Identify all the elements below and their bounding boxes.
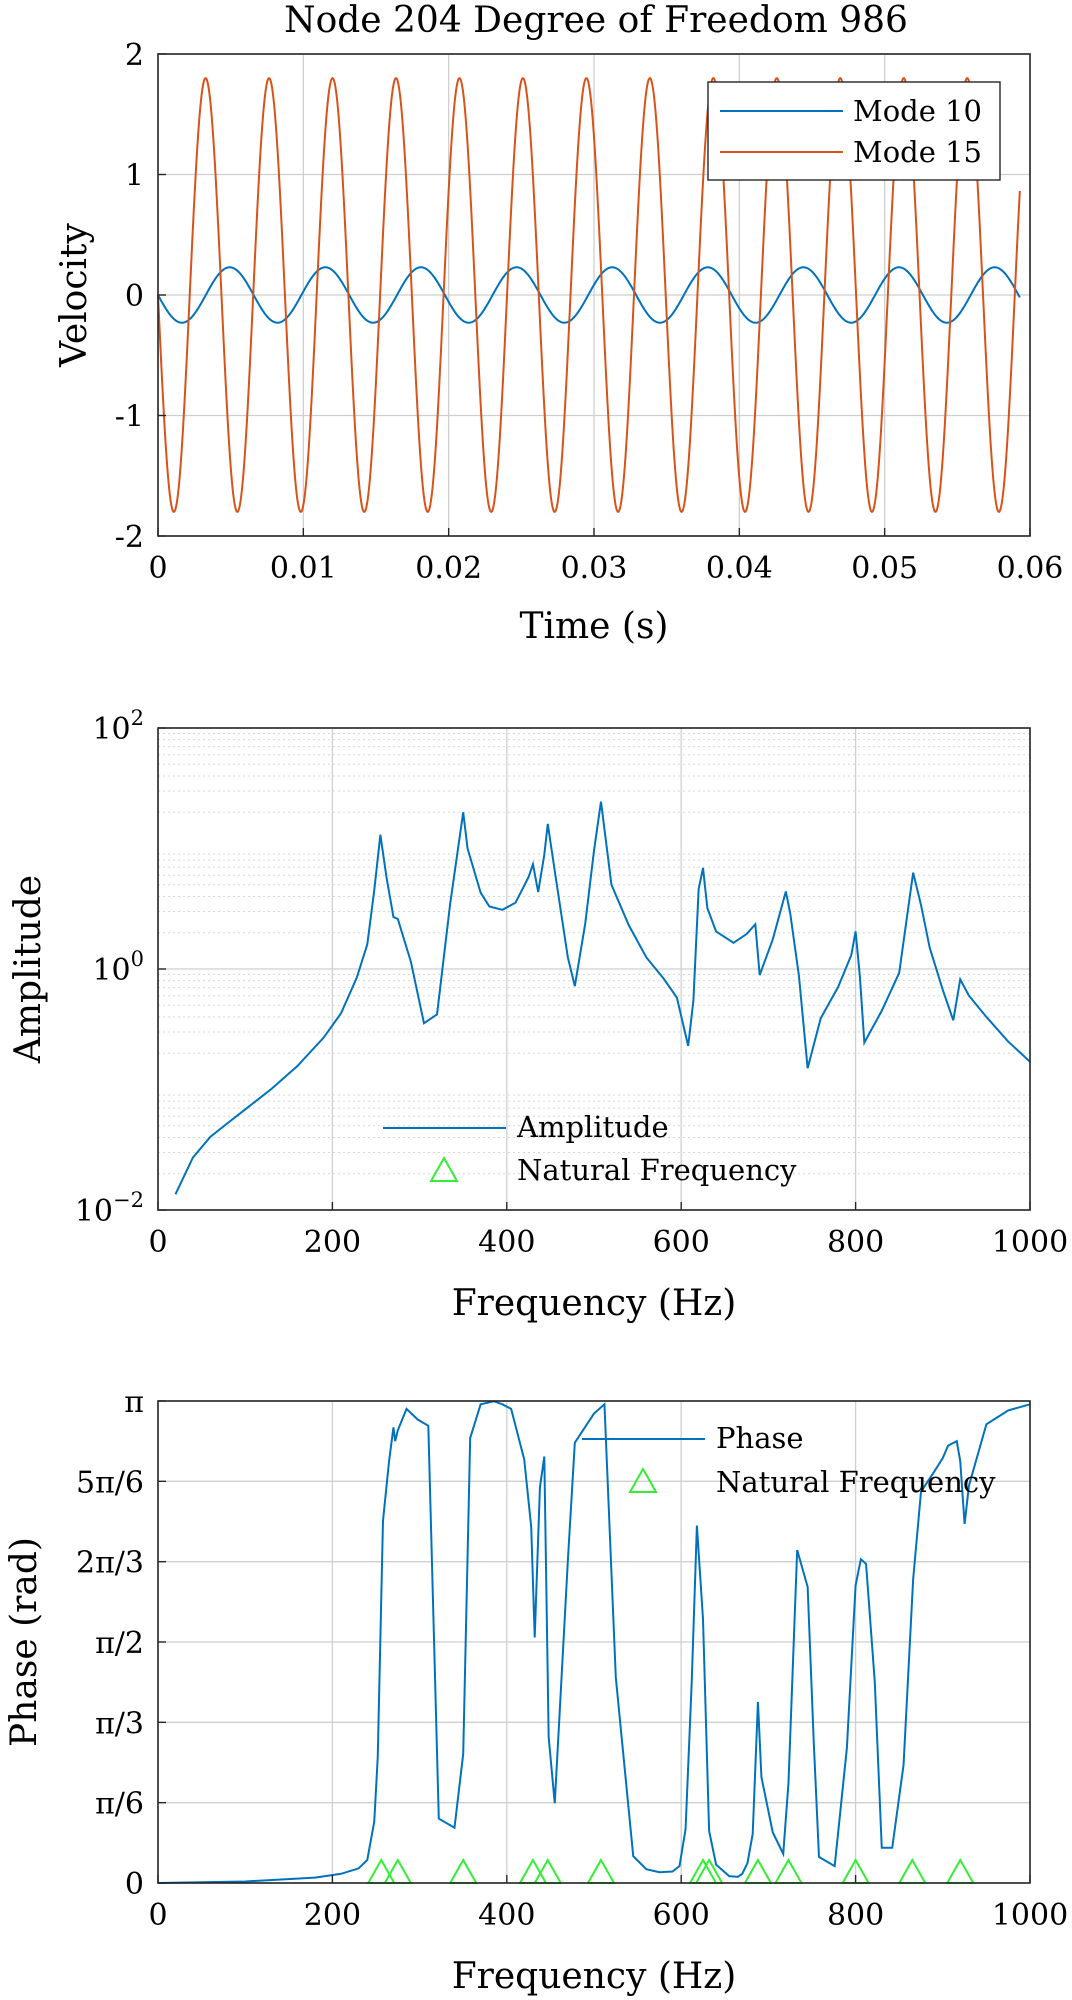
y-tick-label: 10−2 (75, 1188, 144, 1229)
series-line-phase (157, 1400, 1031, 1884)
phase-chart: 0 200 400 600 800 1000 0 π/6 π/3 π/2 2π/3 5π/6 π Fre… (4, 1385, 1068, 1997)
x-axis-label: Frequency (Hz) (452, 1956, 737, 1997)
y-tick-label: -2 (115, 520, 144, 555)
series-group (174, 801, 1031, 1195)
y-axis-label: Velocity (54, 223, 95, 368)
natural-frequency-marker (773, 1857, 804, 1884)
tick-labels: 0 0.01 0.02 0.03 0.04 0.05 0.06 -2 -1 0 1 2 (115, 38, 1064, 586)
y-tick-label: 1 (125, 159, 144, 194)
x-tick-label: 800 (827, 1898, 884, 1933)
x-tick-label: 0.05 (851, 551, 918, 586)
natural-frequency-marker (448, 1857, 478, 1884)
series-group (157, 76, 1021, 514)
chart-title: Node 204 Degree of Freedom 986 (284, 0, 908, 41)
series-line-amplitude (174, 801, 1031, 1195)
x-tick-label: 600 (653, 1225, 710, 1260)
natural-frequency-marker (897, 1857, 927, 1884)
x-tick-label: 600 (653, 1898, 710, 1933)
y-tick-label: π (124, 1385, 144, 1420)
legend-label-mode-15: Mode 15 (853, 135, 982, 169)
y-tick-label: 2π/3 (76, 1546, 144, 1581)
y-tick-label: -1 (115, 400, 144, 435)
legend-label-amplitude: Amplitude (516, 1110, 669, 1144)
y-tick-label: π/3 (95, 1706, 144, 1741)
y-tick-label: π/6 (95, 1787, 144, 1822)
natural-frequency-marker (945, 1857, 975, 1884)
tick-labels: 0 200 400 600 800 1000 10−2 100 102 (75, 706, 1068, 1260)
x-tick-label: 400 (478, 1898, 535, 1933)
natural-frequency-marker (586, 1857, 616, 1884)
y-tick-label: 0 (125, 1867, 144, 1902)
y-tick-label: 2 (125, 38, 144, 73)
legend-marker-natural-frequency (628, 1466, 658, 1493)
legend-box (707, 81, 1001, 181)
x-axis-label: Time (s) (520, 606, 669, 647)
x-tick-label: 200 (304, 1225, 361, 1260)
x-tick-label: 0 (148, 551, 167, 586)
x-tick-label: 200 (304, 1898, 361, 1933)
x-tick-label: 400 (478, 1225, 535, 1260)
y-tick-label: π/2 (95, 1626, 144, 1661)
legend-label-natural-frequency: Natural Frequency (716, 1465, 996, 1499)
natural-frequency-marker (743, 1857, 773, 1884)
legend-label-mode-10: Mode 10 (853, 94, 982, 128)
legend-label-phase: Phase (716, 1421, 804, 1455)
legend: Amplitude Natural Frequency (383, 1110, 797, 1187)
x-tick-label: 0.02 (415, 551, 482, 586)
x-tick-label: 1000 (992, 1225, 1068, 1260)
x-tick-label: 1000 (992, 1898, 1068, 1933)
legend-label-natural-frequency: Natural Frequency (517, 1153, 797, 1187)
amplitude-chart: 0 200 400 600 800 1000 10−2 100 102 Frequency (H… (8, 706, 1068, 1324)
x-axis-label: Frequency (Hz) (452, 1283, 737, 1324)
series-line-mode-10 (157, 266, 1021, 324)
y-axis-label: Phase (rad) (4, 1537, 45, 1747)
velocity-chart: Node 204 Degree of Freedom 986 0 0.01 0.02… (54, 0, 1063, 647)
y-tick-label: 100 (92, 947, 144, 988)
x-tick-label: 0.03 (561, 551, 628, 586)
series-line-mode-15 (157, 76, 1021, 514)
y-tick-label: 0 (125, 279, 144, 314)
x-tick-label: 0 (148, 1898, 167, 1933)
tick-labels: 0 200 400 600 800 1000 0 π/6 π/3 π/2 2π/3 5π/6 π (76, 1385, 1068, 1933)
x-tick-label: 0 (148, 1225, 167, 1260)
legend-marker-natural-frequency (429, 1155, 459, 1182)
x-tick-label: 0.06 (997, 551, 1064, 586)
y-axis-label: Amplitude (8, 875, 49, 1064)
legend: Phase Natural Frequency (582, 1421, 996, 1499)
legend: Mode 10 Mode 15 (707, 81, 1001, 181)
x-tick-label: 0.01 (270, 551, 337, 586)
x-tick-label: 0.04 (706, 551, 773, 586)
x-tick-label: 800 (827, 1225, 884, 1260)
y-tick-label: 102 (92, 706, 144, 747)
y-tick-label: 5π/6 (76, 1465, 144, 1500)
